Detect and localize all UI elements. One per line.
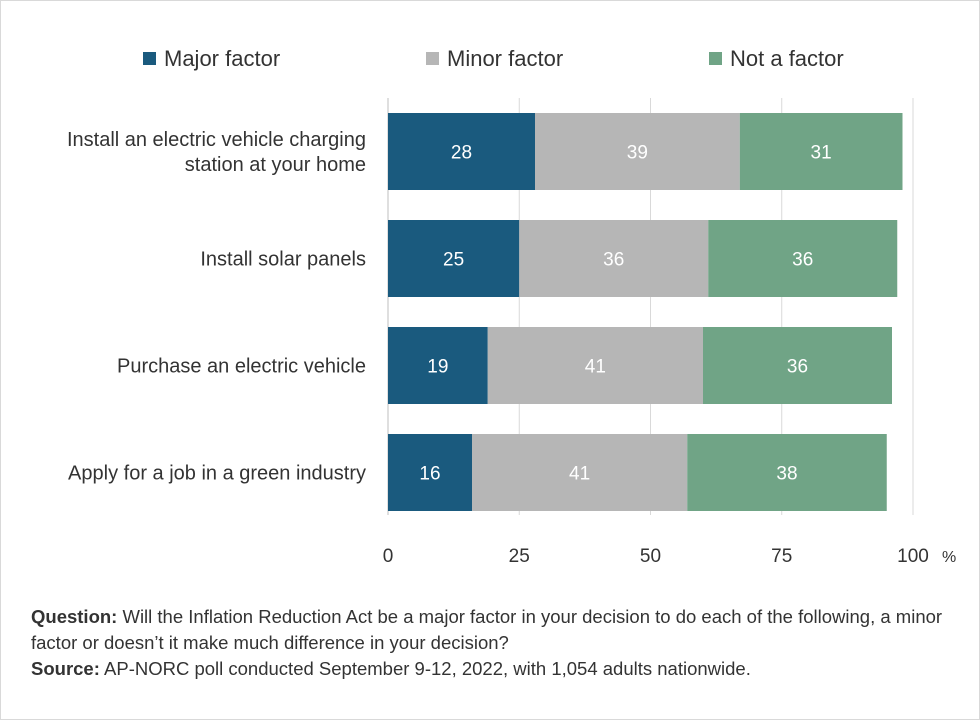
bar-segment [388,434,472,511]
legend-label: Minor factor [447,46,563,71]
x-tick-label: 0 [383,546,394,567]
bar-segment [487,327,703,404]
x-axis-ticks: 0 25 50 75 100% [383,546,957,567]
legend-swatch [709,52,722,65]
bar-segment [708,220,898,297]
bar-segment [388,327,488,404]
x-tick-label: 25 [509,546,530,567]
x-tick-label: 50 [640,546,661,567]
source-label: Source: [31,658,100,679]
data-label: 28 [451,143,472,164]
bar-segment [739,113,903,190]
bar-segment [519,220,709,297]
data-label: 39 [627,143,648,164]
category-label: station at your home [185,154,366,176]
question-label: Question: [31,606,118,627]
data-label: 36 [792,250,813,271]
legend-label: Not a factor [730,46,844,71]
legend-label: Major factor [164,46,280,71]
x-tick-label: 75 [771,546,792,567]
x-tick-label: 100 [897,546,929,567]
source-note: Source: AP-NORC poll conducted September… [31,656,951,682]
x-axis-unit: % [942,549,956,566]
bar-segment [388,113,535,190]
source-text: AP-NORC poll conducted September 9-12, 2… [99,658,751,679]
data-label: 19 [427,357,448,378]
question-note: Question: Will the Inflation Reduction A… [31,604,951,656]
legend-swatch [426,52,439,65]
category-labels: Install an electric vehicle charging stat… [67,129,366,485]
data-label: 36 [603,250,624,271]
bar-segment [535,113,740,190]
data-label: 31 [811,143,832,164]
bar-segment [703,327,892,404]
category-label: Install solar panels [200,249,366,271]
data-label: 41 [585,357,606,378]
category-label: Install an electric vehicle charging [67,129,366,151]
category-label: Apply for a job in a green industry [68,463,366,485]
bars: 28 39 31 25 36 36 19 41 36 16 41 38 [388,113,903,511]
bar-segment [472,434,688,511]
data-label: 25 [443,250,464,271]
data-label: 36 [787,357,808,378]
stacked-bar-chart: 28 39 31 25 36 36 19 41 36 16 41 38 Install an elec… [67,46,957,567]
data-label: 41 [569,464,590,485]
bar-segment [687,434,887,511]
category-label: Purchase an electric vehicle [117,356,366,378]
bar-segment [388,220,520,297]
legend-swatch [143,52,156,65]
question-text: Will the Inflation Reduction Act be a ma… [31,606,943,653]
data-label: 38 [776,464,797,485]
data-label: 16 [419,464,440,485]
legend: Major factor Minor factor Not a factor [143,46,844,71]
chart-notes: Question: Will the Inflation Reduction A… [31,604,951,682]
